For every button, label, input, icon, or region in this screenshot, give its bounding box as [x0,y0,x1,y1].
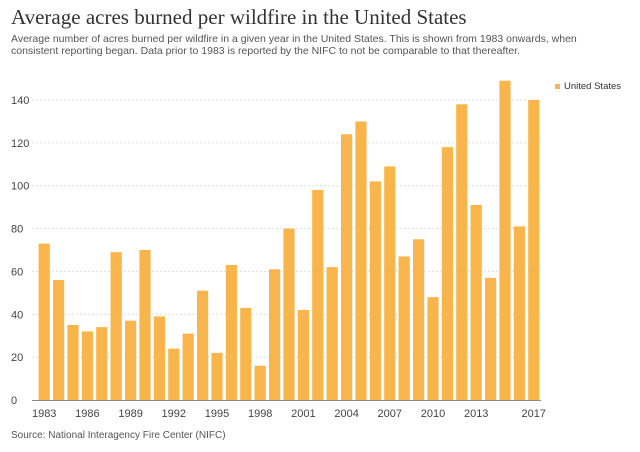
bar [485,277,497,400]
x-tick-label: 1992 [162,408,186,420]
y-axis: 0 20 40 60 80 100 120 140 [11,95,29,407]
y-tick-label: 0 [11,395,17,407]
x-tick-label: 2010 [421,408,445,420]
bar [283,228,295,400]
bar [53,280,65,400]
chart-title: Average acres burned per wildfire in the… [11,5,467,29]
bar [197,290,209,400]
y-tick-label: 40 [11,309,23,321]
bar [297,310,309,400]
bar [182,333,194,400]
x-tick-label: 2017 [522,408,546,420]
x-axis: 1983 1986 1989 1992 1995 1998 2001 2004 2007 2010… [32,400,546,420]
y-tick-label: 20 [11,352,23,364]
x-tick-label: 1989 [118,408,142,420]
bar [312,190,324,400]
bar [413,239,425,400]
bar [456,104,468,401]
x-tick-label: 1995 [205,408,229,420]
bar [125,320,137,400]
bar [38,243,50,400]
x-tick-label: 1983 [32,408,56,420]
y-tick-label: 120 [11,138,29,150]
legend-label: United States [564,81,622,92]
y-tick-label: 80 [11,224,23,236]
bar [269,269,281,400]
y-tick-label: 100 [11,181,29,193]
x-tick-label: 2007 [378,408,402,420]
bar [96,327,108,400]
y-tick-label: 140 [11,95,29,107]
bar [153,316,165,400]
bar [67,325,79,400]
bar [168,348,180,400]
source-note: Source: National Interagency Fire Center… [11,430,226,441]
bar [341,134,353,401]
chart-subtitle: Average number of acres burned per wildf… [11,33,577,58]
x-tick-label: 2013 [464,408,488,420]
legend-swatch [555,84,560,89]
bar [369,181,381,400]
bar [110,252,122,400]
bar [355,121,367,400]
bar [441,147,453,400]
bar [254,365,266,400]
bar [470,205,482,400]
y-tick-label: 60 [11,266,23,278]
bar [499,80,511,400]
bar [384,166,396,400]
bar [225,265,237,400]
x-tick-label: 2001 [291,408,315,420]
bar [81,331,93,400]
bar [139,250,151,400]
bar [211,352,223,400]
bars [38,80,540,401]
bar [427,297,439,400]
x-tick-label: 1998 [248,408,272,420]
bar [528,100,540,400]
bar [240,307,252,400]
bar [513,226,525,400]
x-tick-label: 1986 [75,408,99,420]
bar [326,267,338,400]
legend: United States [555,81,621,92]
x-tick-label: 2004 [334,408,358,420]
bar [398,256,410,400]
